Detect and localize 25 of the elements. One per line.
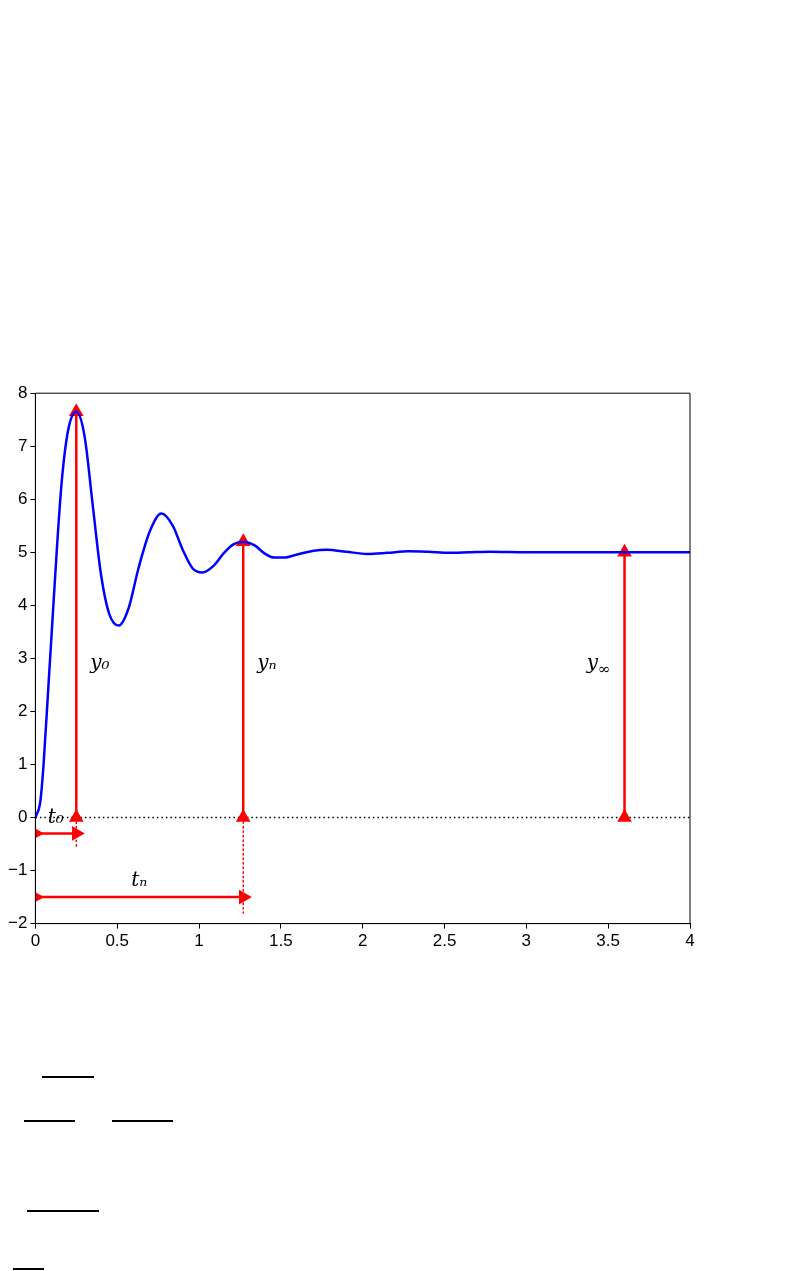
y-tick-label: 7 [17,435,28,455]
x-tick-label: 0.5 [105,931,130,951]
x-tick-label: 4 [685,931,695,951]
x-tick-label: 2 [357,931,368,951]
y-tick-label: 0 [17,807,28,827]
x-tick-label: 2.5 [432,931,457,951]
y-tick-label: −2 [7,913,28,933]
x-tick-label: 1 [194,931,204,951]
x-tick-label: 0 [30,931,41,951]
y-tick-label: 8 [17,382,28,402]
x-tick-label: 1.5 [269,931,293,951]
x-tick-label: 3.5 [596,931,620,951]
annotation: t₀ [47,803,64,828]
annotation: y∞ [585,649,611,678]
x-tick-label: 3 [521,931,532,951]
y-tick-label: −1 [7,860,28,880]
y-tick-label: 4 [17,595,28,615]
y-tick-label: 5 [17,542,28,562]
y-tick-label: 3 [17,648,28,668]
annotation: yₙ [256,649,277,674]
y-tick-label: 6 [17,488,28,508]
y-tick-label: 1 [17,754,28,774]
y-tick-label: 2 [17,701,28,721]
annotation: tₙ [131,867,148,892]
annotation: y₀ [89,649,110,674]
